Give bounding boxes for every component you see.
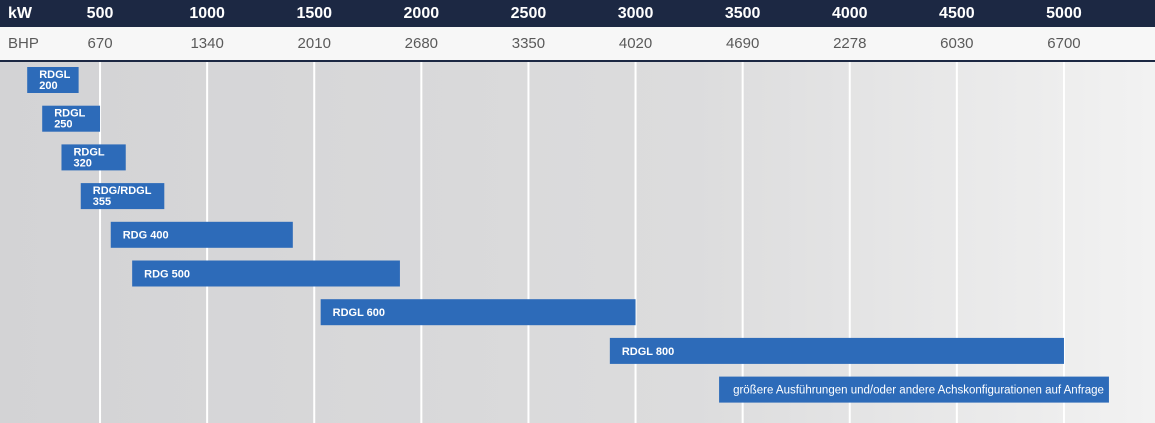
bar-label: 320 [73, 157, 91, 169]
x2-tick-label: 3350 [512, 35, 545, 52]
bhp-band [0, 27, 1155, 61]
range-bar [132, 260, 400, 287]
range-bar [27, 67, 79, 93]
range-bar [320, 299, 636, 326]
bar-label: RDGL 800 [622, 346, 674, 358]
bar-label: RDG/RDGL [93, 185, 152, 197]
bar-label: RDGL [54, 108, 85, 120]
range-bar [80, 183, 165, 210]
x2-tick-label: 2680 [405, 35, 438, 52]
x-tick-label: 3000 [618, 5, 654, 22]
header-band [0, 0, 1155, 27]
x2-tick-label: 4020 [619, 35, 652, 52]
separator [0, 60, 1155, 62]
x-tick-label: 4500 [939, 5, 975, 22]
x-tick-label: 1500 [296, 5, 332, 22]
x2-tick-label: 670 [88, 35, 113, 52]
x-tick-label: 2500 [511, 5, 547, 22]
bar-label: größere Ausführungen und/oder andere Ach… [733, 385, 1104, 397]
range-bar [609, 337, 1064, 364]
x-tick-label: 4000 [832, 5, 868, 22]
range-bar [61, 144, 126, 171]
bar-label: RDG 500 [144, 268, 190, 280]
bar-label: RDGL [39, 69, 70, 81]
bar-label: 250 [54, 119, 72, 131]
bar-label: 200 [39, 80, 57, 92]
x2-tick-label: 4690 [726, 35, 759, 52]
range-bar [719, 376, 1109, 403]
x2-tick-label: 6030 [940, 35, 973, 52]
x-tick-label: 500 [87, 5, 114, 22]
x-tick-label: 1000 [189, 5, 225, 22]
range-bar [42, 105, 101, 132]
bar-label: RDGL 600 [333, 307, 385, 319]
x-tick-label: 3500 [725, 5, 761, 22]
x2-tick-label: 1340 [190, 35, 223, 52]
bar-label: RDGL [73, 146, 104, 158]
x-tick-label: 5000 [1046, 5, 1082, 22]
x2-tick-label: 2278 [833, 35, 866, 52]
x2-tick-label: 2010 [298, 35, 331, 52]
x-tick-label: 2000 [404, 5, 440, 22]
bar-label: RDG 400 [123, 230, 169, 242]
x2-tick-label: 6700 [1047, 35, 1080, 52]
axis-title: kW [8, 5, 33, 22]
axis-title: BHP [8, 35, 39, 52]
range-bar [110, 221, 293, 248]
bar-label: 355 [93, 196, 111, 208]
